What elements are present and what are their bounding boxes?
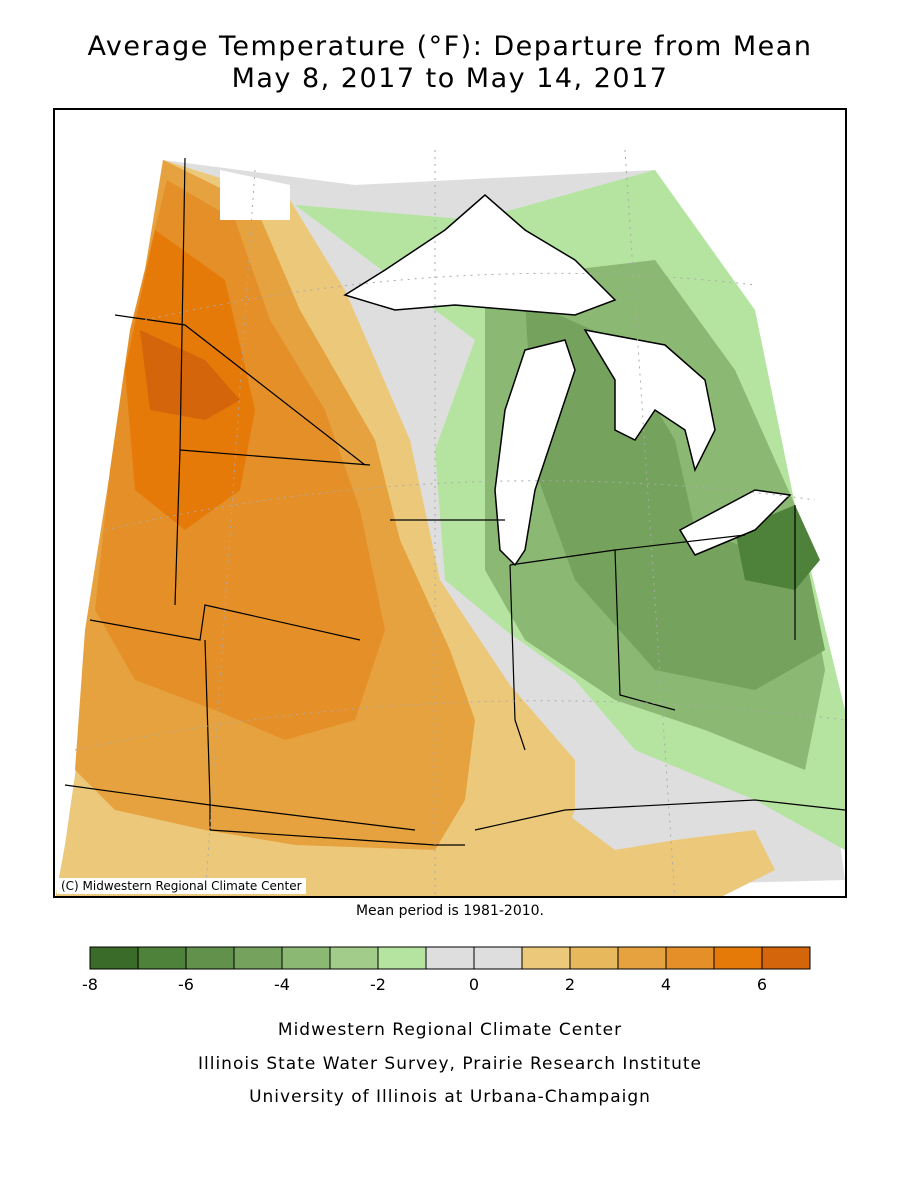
legend-tick: 6 <box>756 975 768 994</box>
cool-region-strong <box>525 300 825 690</box>
map-date-range: May 8, 2017 to May 14, 2017 <box>231 63 669 94</box>
graticule <box>74 149 845 896</box>
credit-line-2: Illinois State Water Survey, Prairie Res… <box>198 1054 702 1074</box>
legend-swatch <box>665 946 715 970</box>
lake-superior <box>343 194 617 316</box>
temperature-departure-map <box>55 149 845 896</box>
legend-tick: 2 <box>564 975 576 994</box>
legend-swatch <box>281 946 331 970</box>
legend-tick: 4 <box>660 975 672 994</box>
legend-swatch <box>377 946 427 970</box>
legend-tick: -6 <box>178 975 194 994</box>
legend-swatch <box>521 946 571 970</box>
legend-swatch <box>89 946 139 970</box>
legend-tick-labels: -8 -6 -4 -2 0 2 4 6 <box>0 975 900 995</box>
map-title: Average Temperature (°F): Departure from… <box>87 31 813 62</box>
legend-tick: -2 <box>370 975 386 994</box>
legend-tick: 0 <box>468 975 480 994</box>
copyright-label: (C) Midwestern Regional Climate Center <box>57 878 306 894</box>
legend-swatch <box>761 946 811 970</box>
legend-swatch <box>473 946 523 970</box>
lake-michigan <box>494 339 576 567</box>
mean-period-note: Mean period is 1981-2010. <box>355 903 545 919</box>
legend-swatch <box>329 946 379 970</box>
legend-tick: -4 <box>274 975 290 994</box>
legend-swatch <box>713 946 763 970</box>
canada-region <box>220 170 290 220</box>
legend-swatch <box>617 946 667 970</box>
credit-line-1: Midwestern Regional Climate Center <box>277 1020 623 1040</box>
legend-swatch <box>425 946 475 970</box>
warm-region-peak <box>140 330 240 420</box>
warm-region-south <box>418 770 775 896</box>
color-legend <box>89 946 811 970</box>
map-panel: (C) Midwestern Regional Climate Center <box>53 108 847 898</box>
legend-swatch <box>569 946 619 970</box>
legend-swatch <box>137 946 187 970</box>
lake-huron <box>583 328 716 473</box>
credit-line-3: University of Illinois at Urbana-Champai… <box>249 1087 651 1107</box>
legend-swatch <box>233 946 283 970</box>
legend-swatch <box>185 946 235 970</box>
legend-tick: -8 <box>82 975 98 994</box>
